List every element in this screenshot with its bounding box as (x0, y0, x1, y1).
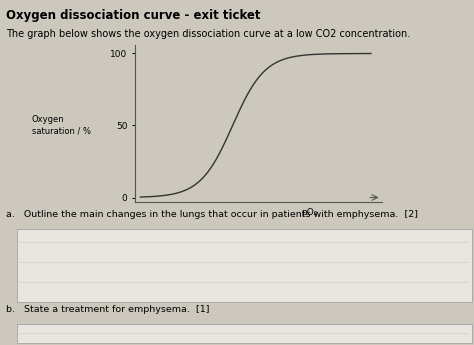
Text: b.   State a treatment for emphysema.  [1]: b. State a treatment for emphysema. [1] (6, 305, 210, 314)
Text: The graph below shows the oxygen dissociation curve at a low CO2 concentration.: The graph below shows the oxygen dissoci… (6, 29, 410, 39)
Text: pO₂: pO₂ (301, 208, 317, 217)
Text: Oxygen dissociation curve - exit ticket: Oxygen dissociation curve - exit ticket (6, 9, 261, 22)
Text: Oxygen
saturation / %: Oxygen saturation / % (32, 116, 91, 136)
Text: a.   Outline the main changes in the lungs that occur in patients with emphysema: a. Outline the main changes in the lungs… (6, 210, 418, 219)
